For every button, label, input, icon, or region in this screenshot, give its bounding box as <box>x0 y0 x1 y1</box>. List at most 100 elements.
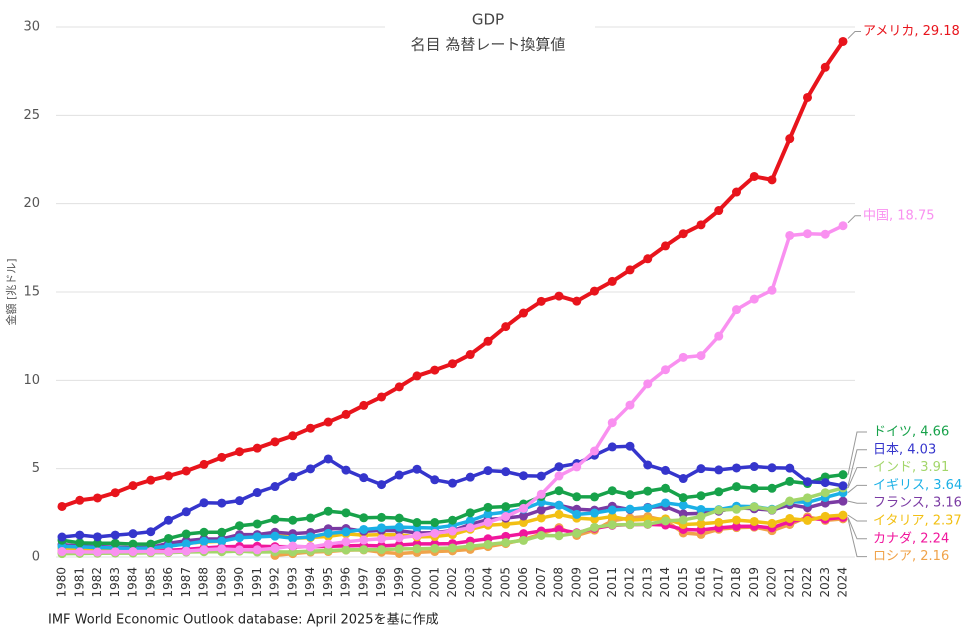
data-point <box>572 528 582 538</box>
data-point <box>625 265 635 275</box>
data-point <box>767 463 777 473</box>
x-tick-label: 2004 <box>481 567 495 598</box>
series <box>57 36 848 511</box>
data-point <box>359 400 369 410</box>
data-point <box>110 538 120 548</box>
data-point <box>554 509 564 519</box>
data-point <box>749 483 759 493</box>
data-point <box>803 493 812 503</box>
data-point <box>377 545 386 555</box>
data-point <box>146 547 156 557</box>
label-leader <box>847 514 867 522</box>
label-leader <box>847 517 867 540</box>
label-leader <box>847 215 861 224</box>
data-point <box>625 520 635 530</box>
end-label: インド, 3.91 <box>873 460 949 475</box>
label-leader <box>847 518 867 558</box>
data-point <box>625 441 635 451</box>
data-point <box>252 532 262 542</box>
data-point <box>306 513 315 523</box>
data-point <box>536 471 546 481</box>
data-point <box>93 532 102 542</box>
data-point <box>590 514 599 524</box>
end-label: イギリス, 3.64 <box>873 478 962 493</box>
data-point <box>483 336 493 346</box>
end-label: ドイツ, 4.66 <box>873 425 949 440</box>
data-point <box>235 496 244 506</box>
data-point <box>714 517 724 527</box>
data-point <box>732 521 741 531</box>
data-point <box>270 531 280 541</box>
data-point <box>377 392 386 402</box>
label-leader <box>847 30 861 39</box>
data-point <box>412 371 422 381</box>
data-point <box>146 539 156 549</box>
data-point <box>607 418 617 428</box>
data-point <box>590 286 599 296</box>
data-point <box>803 92 812 102</box>
data-point <box>128 529 138 539</box>
data-point <box>288 541 298 551</box>
x-tick-label: 1982 <box>90 567 104 598</box>
x-tick-label: 1993 <box>285 567 299 598</box>
y-axis-title: 金額 [兆ドル] <box>4 258 18 325</box>
data-point <box>341 409 351 419</box>
data-point <box>554 531 564 541</box>
data-point <box>501 512 511 522</box>
y-tick-label: 25 <box>23 108 40 123</box>
data-point <box>714 487 724 497</box>
data-point <box>785 230 795 240</box>
data-point <box>252 519 262 529</box>
x-tick-label: 1992 <box>268 567 282 598</box>
x-tick-label: 2008 <box>552 567 566 598</box>
data-point <box>235 521 244 531</box>
x-tick-label: 1987 <box>179 567 193 598</box>
data-point <box>323 539 333 549</box>
x-tick-label: 2000 <box>410 567 424 598</box>
data-point <box>448 478 457 488</box>
data-point <box>217 452 227 462</box>
data-point <box>270 514 280 524</box>
data-point <box>820 478 830 488</box>
series <box>57 441 848 542</box>
data-point <box>57 501 67 511</box>
x-tick-label: 1980 <box>55 567 69 598</box>
data-point <box>678 229 688 239</box>
data-point <box>714 206 724 216</box>
data-point <box>803 229 812 239</box>
data-point <box>696 220 706 230</box>
data-point <box>288 515 298 525</box>
data-point <box>536 489 546 499</box>
y-tick-label: 20 <box>23 196 40 211</box>
data-point <box>785 463 795 473</box>
data-point <box>749 516 759 526</box>
data-point <box>430 543 440 553</box>
label-leader <box>847 449 867 486</box>
data-point <box>199 498 209 508</box>
data-point <box>412 464 422 474</box>
data-point <box>252 443 262 453</box>
source-note: IMF World Economic Outlook database: Apr… <box>48 613 439 628</box>
x-tick-label: 1981 <box>72 567 86 598</box>
x-tick-label: 1986 <box>161 567 175 598</box>
data-point <box>732 463 741 473</box>
data-point <box>714 505 724 515</box>
x-tick-label: 1985 <box>143 567 157 598</box>
data-point <box>235 545 244 555</box>
label-leader <box>847 431 867 475</box>
data-point <box>501 538 511 548</box>
data-point <box>323 454 333 464</box>
data-point <box>323 417 333 427</box>
data-point <box>181 466 191 476</box>
data-point <box>483 517 493 527</box>
data-point <box>696 464 706 474</box>
data-point <box>448 359 457 369</box>
data-point <box>93 547 102 557</box>
data-point <box>661 365 670 375</box>
x-tick-label: 1990 <box>232 567 246 598</box>
data-point <box>572 462 582 472</box>
data-point <box>643 254 653 264</box>
data-point <box>678 493 688 503</box>
data-point <box>412 544 422 554</box>
